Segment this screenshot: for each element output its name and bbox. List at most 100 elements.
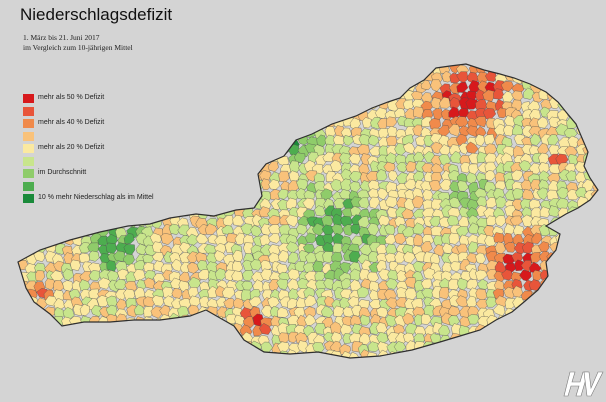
district-cell: [251, 109, 264, 121]
district-cell: [581, 340, 594, 354]
district-cell: [27, 82, 40, 93]
district-cell: [222, 108, 236, 118]
district-cell: [377, 91, 390, 103]
district-cell: [24, 64, 37, 73]
district-cell: [115, 64, 128, 65]
district-cell: [24, 332, 37, 345]
district-cell: [333, 197, 346, 209]
district-cell: [123, 153, 135, 167]
district-cell: [267, 64, 281, 76]
district-cell: [477, 278, 489, 290]
district-cell: [514, 259, 525, 271]
district-cell: [35, 351, 47, 358]
district-cell: [24, 224, 37, 235]
district-cell: [583, 88, 596, 101]
district-cell: [262, 127, 275, 140]
district-cell: [168, 351, 182, 358]
district-cell: [342, 97, 355, 110]
district-cell: [512, 198, 524, 211]
district-cell: [25, 73, 39, 86]
district-cell: [80, 116, 92, 128]
district-cell: [79, 74, 93, 86]
district-cell: [98, 71, 113, 83]
district-cell: [330, 179, 343, 192]
district-cell: [448, 305, 461, 317]
district-cell: [117, 334, 130, 348]
district-cell: [143, 135, 156, 147]
district-cell: [405, 161, 417, 172]
district-cell: [467, 241, 479, 254]
district-cell: [97, 170, 110, 183]
district-cell: [387, 170, 399, 182]
district-cell: [51, 331, 63, 344]
district-cell: [142, 125, 155, 138]
district-cell: [360, 78, 373, 90]
district-cell: [361, 64, 373, 66]
district-cell: [224, 146, 236, 158]
district-cell: [18, 106, 29, 120]
district-cell: [188, 190, 201, 203]
district-cell: [196, 64, 208, 66]
district-cell: [52, 224, 66, 237]
district-cell: [413, 233, 425, 246]
district-cell: [71, 64, 85, 76]
district-cell: [241, 119, 253, 131]
district-cell: [18, 161, 19, 174]
district-cell: [576, 90, 588, 102]
district-cell: [339, 89, 352, 103]
district-cell: [37, 64, 49, 67]
district-cell: [547, 261, 559, 274]
district-cell: [87, 119, 100, 130]
district-cell: [270, 134, 283, 146]
district-cell: [332, 242, 343, 254]
district-cell: [160, 91, 172, 104]
district-cell: [332, 100, 344, 113]
district-cell: [89, 335, 102, 347]
district-cell: [348, 64, 362, 74]
district-cell: [323, 80, 336, 93]
district-cell: [180, 188, 193, 201]
district-cell: [153, 352, 165, 358]
legend-swatch: [23, 119, 34, 128]
district-cell: [487, 64, 500, 67]
district-cell: [151, 64, 163, 67]
district-cell: [232, 260, 244, 272]
district-cell: [324, 92, 338, 104]
district-cell: [306, 98, 318, 111]
district-cell: [486, 215, 498, 226]
district-cell: [79, 178, 93, 192]
district-cell: [60, 64, 72, 66]
district-cell: [205, 151, 217, 164]
district-cell: [305, 109, 319, 122]
district-cell: [493, 333, 506, 346]
district-cell: [474, 332, 486, 343]
district-cell: [18, 323, 20, 337]
district-cell: [278, 170, 290, 183]
district-cell: [241, 270, 255, 282]
district-cell: [87, 100, 100, 111]
district-cell: [62, 160, 76, 174]
district-cell: [422, 189, 434, 201]
district-cell: [204, 317, 219, 328]
district-cell: [556, 217, 568, 230]
district-cell: [25, 205, 38, 218]
district-cell: [556, 72, 569, 85]
district-cell: [69, 154, 82, 166]
district-cell: [568, 260, 579, 271]
district-cell: [393, 72, 406, 87]
district-cell: [198, 108, 211, 119]
district-cell: [133, 160, 146, 172]
district-cell: [150, 144, 164, 156]
district-cell: [213, 119, 226, 130]
district-cell: [61, 325, 73, 338]
district-cell: [268, 71, 281, 82]
district-cell: [24, 101, 37, 113]
district-cell: [595, 244, 598, 257]
district-cell: [80, 137, 92, 148]
district-cell: [250, 52, 262, 63]
district-cell: [592, 65, 598, 77]
district-cell: [215, 297, 227, 308]
district-cell: [62, 280, 75, 292]
district-cell: [439, 341, 452, 352]
district-cell: [167, 322, 180, 334]
